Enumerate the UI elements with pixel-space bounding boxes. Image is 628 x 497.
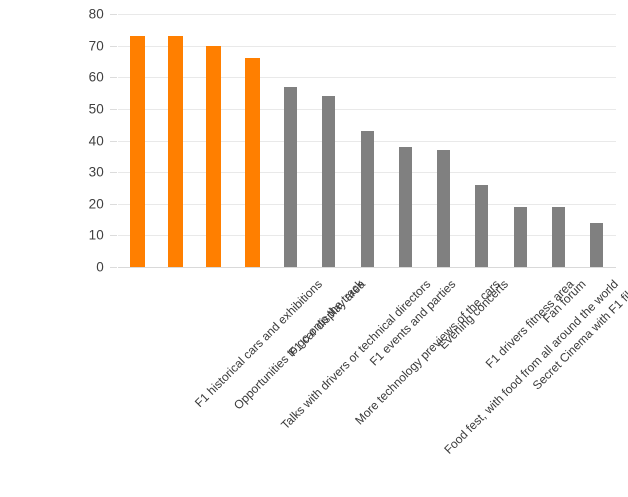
bar[interactable] [206, 45, 222, 267]
y-axis: 0 10 20 30 40 50 60 70 80 [0, 0, 118, 281]
y-axis-tick-60 [110, 77, 117, 79]
y-axis-tick-label-80: 80 [88, 6, 104, 22]
gridline-60 [118, 77, 616, 79]
gridline-70 [118, 45, 616, 47]
y-axis-tick-label-50: 50 [88, 101, 104, 117]
bar[interactable] [283, 86, 297, 267]
bar[interactable] [244, 58, 260, 267]
y-axis-tick-50 [110, 108, 117, 110]
bar[interactable] [360, 131, 374, 267]
y-axis-tick-40 [110, 140, 117, 142]
y-axis-tick-label-70: 70 [88, 38, 104, 54]
bar[interactable] [322, 96, 336, 267]
bar[interactable] [398, 146, 412, 267]
bar[interactable] [513, 206, 527, 267]
y-axis-tick-label-10: 10 [88, 227, 104, 243]
bar[interactable] [437, 150, 451, 267]
gridline-50 [118, 108, 616, 110]
bar[interactable] [129, 36, 145, 267]
y-axis-tick-30 [110, 172, 117, 174]
y-axis-tick-label-60: 60 [88, 69, 104, 85]
y-axis-tick-20 [110, 203, 117, 205]
y-axis-tick-label-20: 20 [88, 196, 104, 212]
bar[interactable] [552, 206, 566, 267]
y-axis-tick-10 [110, 235, 117, 237]
bar[interactable] [590, 222, 604, 267]
y-axis-tick-label-40: 40 [88, 133, 104, 148]
gridline-80 [118, 14, 616, 15]
y-axis-tick-70 [110, 45, 117, 47]
bars-layer [118, 14, 616, 267]
bar[interactable] [475, 184, 489, 267]
y-axis-tick-label-30: 30 [88, 164, 104, 180]
gridline-0 [118, 267, 616, 268]
y-axis-tick-80 [110, 14, 117, 15]
bar[interactable] [167, 36, 183, 267]
y-axis-tick-0 [110, 267, 117, 268]
y-axis-tick-label-0: 0 [96, 259, 104, 275]
